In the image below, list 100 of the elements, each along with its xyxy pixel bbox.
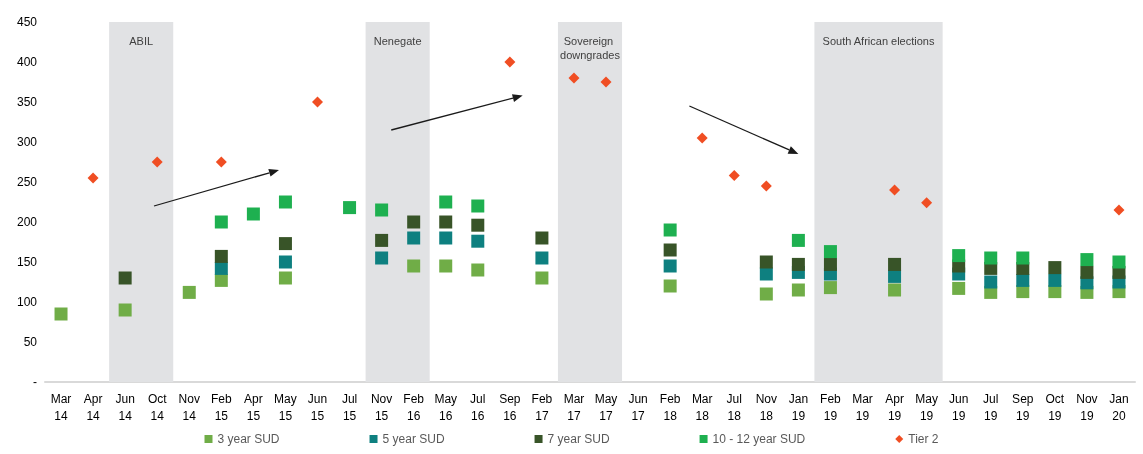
point: [151, 156, 163, 168]
x-tick-label: Jun 15: [307, 391, 328, 423]
legend-label: Tier 2: [908, 432, 939, 446]
point: [118, 303, 132, 317]
y-tick-label: 150: [16, 255, 38, 269]
x-tick-label: Nov 18: [755, 391, 777, 423]
point: [1112, 255, 1126, 269]
point: [791, 257, 805, 271]
point: [888, 269, 902, 283]
point: [312, 96, 323, 108]
x-tick-label: Apr 14: [83, 391, 103, 423]
legend-label: 10 - 12 year SUD: [712, 432, 806, 446]
x-tick-label: Mar 14: [50, 391, 72, 423]
point: [760, 180, 772, 192]
band-label: ABIL: [129, 35, 154, 47]
point: [696, 132, 708, 144]
y-tick-label: 200: [16, 215, 38, 229]
point: [375, 251, 389, 265]
point: [921, 197, 933, 209]
x-tick-label: Nov 19: [1076, 391, 1098, 423]
x-tick-label: May 17: [594, 391, 618, 423]
point: [1080, 265, 1094, 279]
point: [1016, 251, 1030, 265]
y-tick-label: 400: [16, 55, 38, 69]
point: [278, 195, 292, 209]
point: [759, 255, 773, 269]
point: [535, 271, 549, 285]
point: [407, 215, 421, 229]
x-tick-label: Apr 15: [244, 391, 263, 423]
x-tick-label: Sep 19: [1012, 391, 1034, 423]
y-tick-label: 100: [16, 295, 38, 309]
point: [343, 201, 357, 215]
point: [1048, 273, 1062, 287]
point: [214, 273, 228, 287]
point: [888, 257, 902, 271]
point: [471, 263, 485, 277]
point: [215, 156, 227, 168]
point: [214, 215, 228, 229]
x-tick-label: Jan 20: [1109, 391, 1129, 423]
point: [1048, 261, 1062, 275]
x-tick-label: Apr 19: [885, 391, 904, 423]
y-tick-label: 300: [16, 135, 38, 149]
x-tick-label: Mar 19: [852, 391, 873, 423]
point: [439, 231, 453, 245]
band-label: Sovereign downgrades: [560, 35, 621, 61]
point: [439, 259, 453, 273]
point: [984, 275, 998, 289]
point: [759, 287, 773, 301]
point: [407, 231, 421, 245]
point: [1080, 253, 1094, 267]
point: [471, 218, 485, 232]
x-tick-label: Feb 16: [403, 391, 425, 423]
point: [278, 237, 292, 251]
point: [439, 195, 453, 209]
point: [471, 199, 485, 213]
point: [568, 72, 580, 84]
point: [278, 255, 292, 269]
point: [663, 243, 677, 257]
point: [214, 249, 228, 263]
x-tick-label: Jul 15: [341, 391, 358, 423]
point: [439, 215, 453, 229]
x-tick-label: May 15: [274, 391, 297, 423]
legend-label: 3 year SUD: [217, 432, 280, 446]
x-tick-label: Jul 16: [470, 391, 486, 423]
x-tick-label: Jun 17: [628, 391, 648, 423]
point: [889, 184, 901, 196]
point: [791, 233, 805, 247]
point: [182, 285, 196, 299]
point: [375, 233, 389, 247]
x-tick-label: Oct 14: [147, 391, 168, 423]
x-tick-label: Jul 18: [726, 391, 742, 423]
point: [823, 245, 837, 259]
point: [375, 203, 389, 217]
point: [54, 307, 68, 321]
point: [823, 257, 837, 271]
point: [278, 271, 292, 285]
x-tick-label: Nov 15: [370, 391, 393, 423]
y-tick-label: 250: [16, 175, 38, 189]
point: [246, 207, 260, 221]
band-label: Nenegate: [373, 35, 422, 47]
x-tick-label: Jun 19: [949, 391, 969, 423]
point: [504, 56, 516, 68]
x-tick-label: Mar 17: [563, 391, 585, 423]
point: [407, 259, 421, 273]
x-tick-label: Feb 17: [531, 391, 553, 423]
point: [600, 76, 612, 88]
x-tick-label: Jul 19: [983, 391, 999, 423]
legend-label: 7 year SUD: [547, 432, 610, 446]
x-tick-label: Sep 16: [499, 391, 521, 423]
point: [663, 279, 677, 293]
x-tick-label: Nov 14: [178, 391, 200, 423]
point: [535, 231, 549, 245]
point: [1016, 273, 1030, 287]
x-tick-label: Jan 19: [788, 391, 809, 423]
band-label: South African elections: [822, 35, 935, 47]
y-tick-label: -: [33, 375, 37, 389]
x-tick-label: Feb 18: [659, 391, 681, 423]
point: [663, 223, 677, 237]
x-tick-label: Oct 19: [1045, 391, 1065, 423]
point: [952, 281, 966, 295]
